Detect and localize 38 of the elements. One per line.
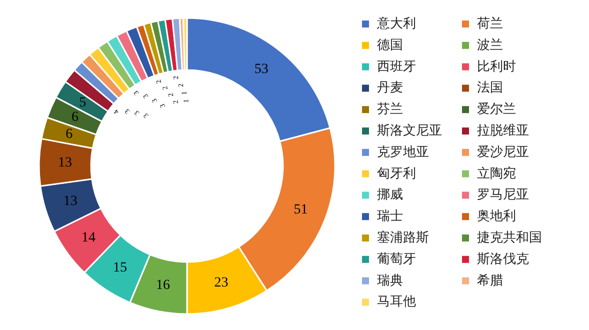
legend-label: 波兰 — [477, 38, 503, 53]
legend-label: 立陶宛 — [477, 165, 516, 182]
legend-label: 克罗地亚 — [377, 144, 429, 160]
legend-label: 爱尔兰 — [477, 102, 516, 118]
data-label: 15 — [113, 260, 128, 276]
data-label: 13 — [58, 155, 72, 170]
legend-label: 奥地利 — [477, 209, 516, 224]
legend-label: 丹麦 — [377, 80, 403, 96]
legend-label: 芬兰 — [377, 102, 403, 118]
legend-label: 斯洛伐克 — [477, 252, 529, 267]
legend-label: 捷克共和国 — [477, 230, 542, 246]
data-label: 14 — [81, 230, 96, 246]
data-label: 13 — [63, 194, 78, 210]
legend-label: 瑞典 — [377, 273, 403, 288]
legend-label: 希腊 — [477, 273, 503, 288]
legend-label: 塞浦路斯 — [377, 230, 429, 246]
legend-label: 罗马尼亚 — [477, 188, 529, 203]
data-label: 6 — [66, 127, 73, 142]
legend-label: 挪威 — [377, 188, 403, 203]
legend-label: 斯洛文尼亚 — [377, 124, 442, 138]
data-label: 51 — [294, 202, 308, 218]
legend-label: 瑞士 — [377, 209, 403, 224]
legend-label: 西班牙 — [377, 59, 416, 74]
data-label: 5 — [79, 95, 86, 110]
legend-label: 葡萄牙 — [377, 252, 416, 267]
legend-label: 比利时 — [477, 59, 516, 74]
legend-label: 法国 — [477, 80, 503, 96]
legend-label: 德国 — [377, 38, 403, 53]
legend-label: 马耳他 — [377, 294, 416, 310]
legend-label: 荷兰 — [477, 16, 503, 32]
data-label: 16 — [156, 278, 170, 294]
legend-label: 拉脱维亚 — [477, 124, 529, 138]
legend-label: 意大利 — [376, 16, 416, 32]
data-label: 6 — [72, 110, 79, 126]
legend-label: 匈牙利 — [377, 166, 416, 182]
legend-label: 爱沙尼亚 — [477, 144, 529, 160]
data-label: 23 — [214, 276, 228, 291]
data-label: 53 — [254, 62, 268, 77]
